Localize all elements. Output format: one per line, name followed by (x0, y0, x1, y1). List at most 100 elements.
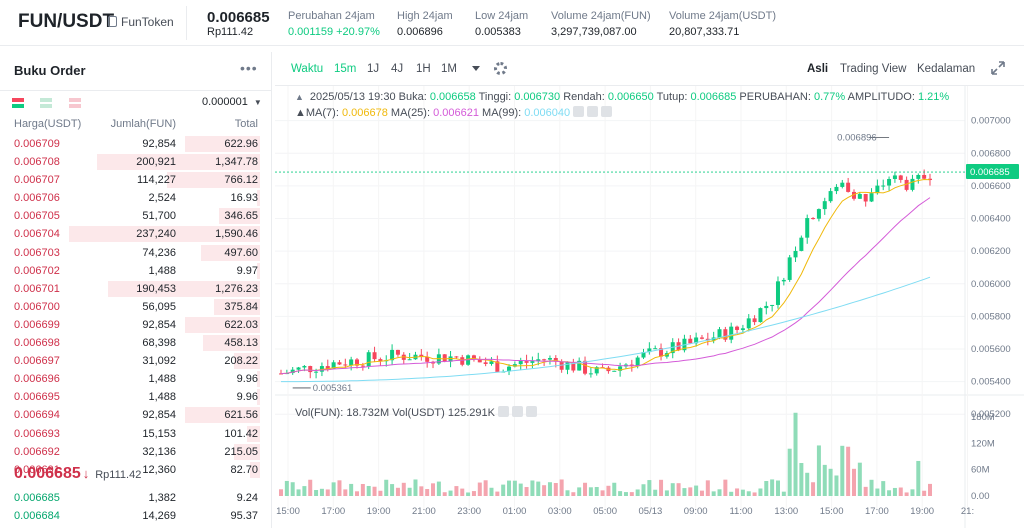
volume-bar (723, 479, 728, 496)
volume-bar (395, 487, 400, 496)
interval-1j[interactable]: 1J (367, 63, 380, 75)
order-price: 0.006697 (14, 355, 60, 368)
order-amount: 200,921 (136, 156, 176, 169)
bid-row[interactable]: 0.006684 14,269 95.37 (0, 507, 272, 525)
volume-bar (618, 491, 623, 496)
ask-row[interactable]: 0.006695 1,488 9.96 (0, 388, 272, 406)
mode-both-icon[interactable] (12, 98, 24, 108)
view-kedalaman[interactable]: Kedalaman (917, 63, 976, 75)
interval-dropdown-icon[interactable] (472, 66, 480, 71)
ask-row[interactable]: 0.006692 32,136 215.05 (0, 443, 272, 461)
gear-icon[interactable] (494, 62, 507, 75)
settings-icon[interactable] (511, 406, 523, 417)
candle-body (331, 362, 336, 369)
order-total: 9.96 (236, 373, 258, 386)
candle-body (577, 360, 582, 371)
ask-row[interactable]: 0.006694 92,854 621.56 (0, 406, 272, 424)
bid-row[interactable]: 0.006685 1,382 9.24 (0, 489, 272, 507)
pair-name[interactable]: FUN/USDT (18, 11, 115, 32)
ask-row[interactable]: 0.006705 51,700 346.65 (0, 207, 272, 225)
candle-body (869, 193, 874, 202)
interval-4j[interactable]: 4J (391, 63, 404, 75)
stat-label: Low 24jam (475, 10, 529, 22)
mid-price-idr: Rp111.42 (95, 469, 142, 481)
close-icon[interactable] (525, 406, 537, 417)
stat-change: Perubahan 24jam 0.001159 +20.97% (288, 10, 380, 38)
legend-label: Buka: (398, 91, 427, 103)
close-icon[interactable] (601, 106, 613, 117)
ask-row[interactable]: 0.006706 2,524 16.93 (0, 189, 272, 207)
candle-body (828, 191, 833, 202)
ask-row[interactable]: 0.006693 15,153 101.42 (0, 425, 272, 443)
candle-body (653, 348, 658, 350)
volume-bar (571, 492, 576, 496)
volume-bar (711, 491, 716, 496)
view-trading-view[interactable]: Trading View (840, 63, 907, 75)
depth-bar (257, 190, 260, 207)
ask-row[interactable]: 0.006699 92,854 622.03 (0, 316, 272, 334)
order-total: 101.42 (224, 427, 258, 440)
depth-bar (257, 371, 260, 388)
token-info-link[interactable]: FunToken (108, 15, 174, 29)
candle-body (840, 182, 845, 187)
candle-body (641, 352, 646, 358)
time-label[interactable]: Waktu (291, 63, 324, 75)
ask-row[interactable]: 0.006707 114,227 766.12 (0, 171, 272, 189)
candle-body (740, 328, 745, 330)
precision-select[interactable]: 0.000001 ▼ (202, 96, 262, 108)
bid-list: 0.006685 1,382 9.24 0.006684 14,269 95.37 (0, 489, 272, 525)
volume-bar (559, 479, 564, 496)
order-total: 375.84 (224, 300, 258, 313)
candle-body (390, 349, 395, 361)
expand-icon[interactable] (991, 61, 1005, 75)
ask-row[interactable]: 0.006696 1,488 9.96 (0, 370, 272, 388)
ask-row[interactable]: 0.006691 12,360 82.70 (0, 461, 272, 479)
ask-row[interactable]: 0.006702 1,488 9.97 (0, 262, 272, 280)
volume-bar (583, 482, 588, 496)
candlestick-chart[interactable]: 0.007000 0.006800 0.006600 0.006400 0.006200… (275, 86, 1024, 528)
collapse-icon[interactable]: ▲ (295, 107, 306, 119)
mode-asks-icon[interactable] (68, 98, 81, 108)
order-total: 9.97 (236, 264, 258, 277)
volume-legend: Vol(FUN): 18.732M Vol(USDT) 125.291K (295, 406, 537, 419)
legend-ma99: 0.006040 (524, 107, 571, 119)
volume-axis-label: 0.00 (971, 491, 990, 502)
volume-bar (588, 487, 593, 496)
legend-label: MA(99): (482, 107, 522, 119)
ask-row[interactable]: 0.006701 190,453 1,276.23 (0, 280, 272, 298)
volume-bar (670, 483, 675, 496)
ask-row[interactable]: 0.006709 92,854 622.96 (0, 135, 272, 153)
ask-row[interactable]: 0.006700 56,095 375.84 (0, 298, 272, 316)
interval-15m[interactable]: 15m (334, 63, 357, 75)
volume-bar (892, 487, 897, 496)
interval-1m[interactable]: 1M (441, 63, 457, 75)
interval-1h[interactable]: 1H (416, 63, 431, 75)
order-price: 0.006693 (14, 427, 60, 440)
volume-bar (279, 489, 283, 496)
mode-bids-icon[interactable] (40, 98, 53, 108)
ask-row[interactable]: 0.006708 200,921 1,347.78 (0, 153, 272, 171)
divider (0, 90, 272, 91)
eye-icon[interactable] (573, 106, 585, 117)
time-axis-label: 23:00 (457, 506, 481, 517)
ask-row[interactable]: 0.006704 237,240 1,590.46 (0, 225, 272, 243)
price-axis-label: 0.006800 (971, 148, 1011, 159)
ask-row[interactable]: 0.006697 31,092 208.22 (0, 352, 272, 370)
more-icon[interactable]: ••• (240, 60, 258, 76)
depth-bar (250, 461, 260, 478)
volume-bar (343, 489, 348, 496)
eye-icon[interactable] (497, 406, 509, 417)
candle-body (553, 358, 558, 362)
order-amount: 31,092 (142, 355, 176, 368)
chart-toolbar: Waktu 15m 1J 4J 1H 1M Asli Trading View … (275, 52, 1024, 86)
ask-row[interactable]: 0.006698 68,398 458.13 (0, 334, 272, 352)
volume-bar (758, 488, 763, 496)
volume-bar (407, 487, 412, 496)
settings-icon[interactable] (587, 106, 599, 117)
view-asli[interactable]: Asli (807, 63, 829, 75)
col-total: Total (234, 118, 258, 130)
collapse-icon[interactable]: ▲ (295, 92, 304, 102)
ask-row[interactable]: 0.006703 74,236 497.60 (0, 244, 272, 262)
price-axis-label: 0.007000 (971, 116, 1011, 127)
candle-body (770, 304, 775, 306)
